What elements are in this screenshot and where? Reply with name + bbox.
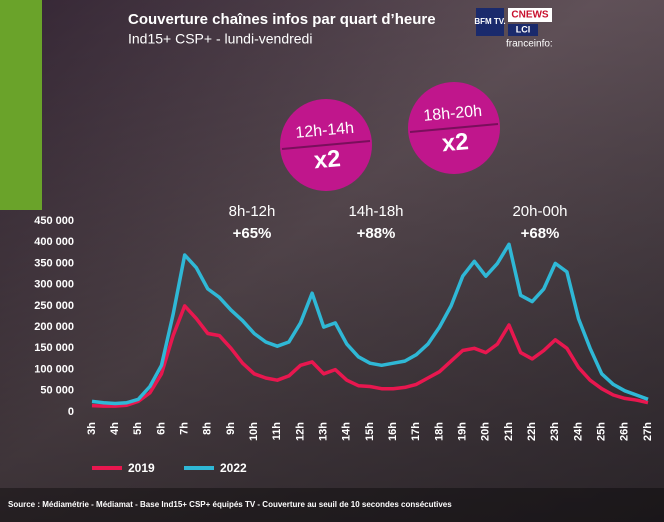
- x-tick-label: 19h: [457, 422, 469, 441]
- bubble-period: 18h-20h: [423, 103, 483, 125]
- x-tick-label: 18h: [433, 422, 445, 441]
- x-tick-label: 13h: [318, 422, 330, 441]
- x-tick-label: 4h: [109, 422, 121, 435]
- annotation-period: 8h-12h: [229, 203, 276, 220]
- x-tick-label: 8h: [202, 422, 214, 435]
- y-tick-label: 300 000: [34, 279, 74, 291]
- legend-label: 2022: [220, 461, 247, 475]
- x-tick-label: 22h: [526, 422, 538, 441]
- y-tick-label: 200 000: [34, 321, 74, 333]
- annotation-period: 14h-18h: [348, 203, 403, 220]
- logo-box: [476, 8, 504, 36]
- logo: BFM TV.: [474, 17, 505, 26]
- y-tick-label: 400 000: [34, 236, 74, 248]
- series-line: [91, 304, 649, 408]
- x-tick-label: 7h: [179, 422, 191, 435]
- x-tick-label: 10h: [248, 422, 260, 441]
- legend-label: 2019: [128, 461, 155, 475]
- x-tick-label: 9h: [225, 422, 237, 435]
- bubble-factor: x2: [313, 145, 342, 174]
- x-tick-label: 24h: [572, 422, 584, 441]
- chart-title: Couverture chaînes infos par quart d’heu…: [128, 11, 436, 28]
- footer-band: [0, 488, 664, 522]
- x-tick-label: 21h: [503, 422, 515, 441]
- y-tick-label: 450 000: [34, 215, 74, 227]
- x-tick-label: 27h: [642, 422, 654, 441]
- y-tick-label: 50 000: [40, 385, 74, 397]
- bubble-divider: [409, 123, 499, 133]
- logo: CNEWS: [511, 10, 549, 21]
- x-tick-label: 16h: [387, 422, 399, 441]
- logo-box: [508, 24, 538, 36]
- x-tick-label: 3h: [86, 422, 98, 435]
- series-line: [91, 242, 649, 406]
- x-tick-label: 6h: [155, 422, 167, 435]
- x-tick-label: 15h: [364, 422, 376, 441]
- x-tick-label: 17h: [410, 422, 422, 441]
- chart-subtitle: Ind15+ CSP+ - lundi-vendredi: [128, 31, 312, 47]
- source-note: Source : Médiamétrie - Médiamat - Base I…: [8, 500, 452, 509]
- y-tick-label: 150 000: [34, 342, 74, 354]
- x-tick-label: 25h: [596, 422, 608, 441]
- accent-bar: [0, 0, 42, 210]
- x-tick-label: 5h: [132, 422, 144, 435]
- x-tick-label: 11h: [271, 422, 283, 441]
- y-tick-label: 350 000: [34, 257, 74, 269]
- logo: franceinfo:: [506, 39, 553, 50]
- logo: LCI: [516, 24, 531, 34]
- y-tick-label: 0: [68, 406, 74, 418]
- bubble-divider: [281, 140, 371, 150]
- y-tick-label: 250 000: [34, 300, 74, 312]
- annotation-change: +65%: [233, 225, 272, 242]
- x-tick-label: 23h: [549, 422, 561, 441]
- x-tick-label: 26h: [619, 422, 631, 441]
- logo-box: [508, 8, 552, 22]
- annotation-change: +88%: [357, 225, 396, 242]
- annotation-change: +68%: [521, 225, 560, 242]
- bubble-factor: x2: [441, 128, 470, 157]
- x-tick-label: 14h: [341, 422, 353, 441]
- bubble-period: 12h-14h: [295, 120, 355, 142]
- annotation-period: 20h-00h: [512, 203, 567, 220]
- y-tick-label: 100 000: [34, 363, 74, 375]
- x-tick-label: 20h: [480, 422, 492, 441]
- x-tick-label: 12h: [294, 422, 306, 441]
